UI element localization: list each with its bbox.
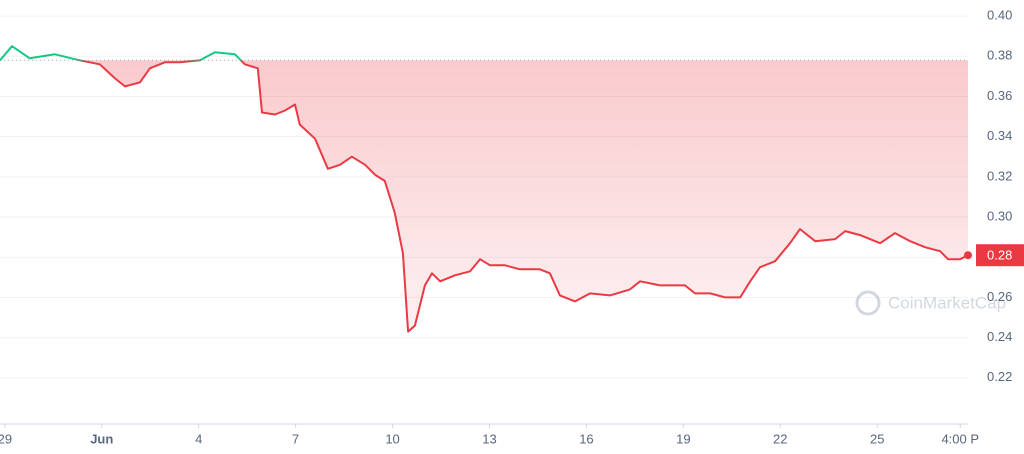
watermark-logo (855, 290, 881, 316)
y-tick-label: 0.24 (987, 329, 1012, 344)
price-tag-label: 0.28 (987, 248, 1012, 263)
y-tick-label: 0.36 (987, 88, 1012, 103)
y-tick-label: 0.34 (987, 128, 1012, 143)
y-tick-label: 0.30 (987, 208, 1012, 223)
y-tick-label: 0.40 (987, 8, 1012, 23)
x-tick-label: 22 (773, 431, 787, 446)
watermark-text: CoinMarketCap (888, 293, 1006, 312)
price-tag (976, 244, 1024, 267)
last-point (964, 251, 972, 260)
x-tick-label: 4 (195, 431, 202, 446)
x-tick-label: 29 (0, 431, 12, 446)
y-tick-label: 0.32 (987, 168, 1012, 183)
price-line (0, 45, 969, 333)
y-tick-label: 0.38 (987, 48, 1012, 63)
x-tick-label: 4:00 P (941, 431, 979, 446)
x-tick-label: 10 (385, 431, 399, 446)
watermark: CoinMarketCap (855, 290, 1006, 316)
x-tick-label: 25 (870, 431, 884, 446)
x-tick-label: Jun (90, 431, 113, 446)
y-tick-label: 0.26 (987, 289, 1012, 304)
x-tick-label: 16 (579, 431, 593, 446)
x-tick-label: 13 (482, 431, 496, 446)
x-tick-label: 19 (676, 431, 690, 446)
y-tick-label: 0.22 (987, 369, 1012, 384)
x-tick-label: 7 (292, 431, 299, 446)
area-fill (0, 60, 968, 332)
